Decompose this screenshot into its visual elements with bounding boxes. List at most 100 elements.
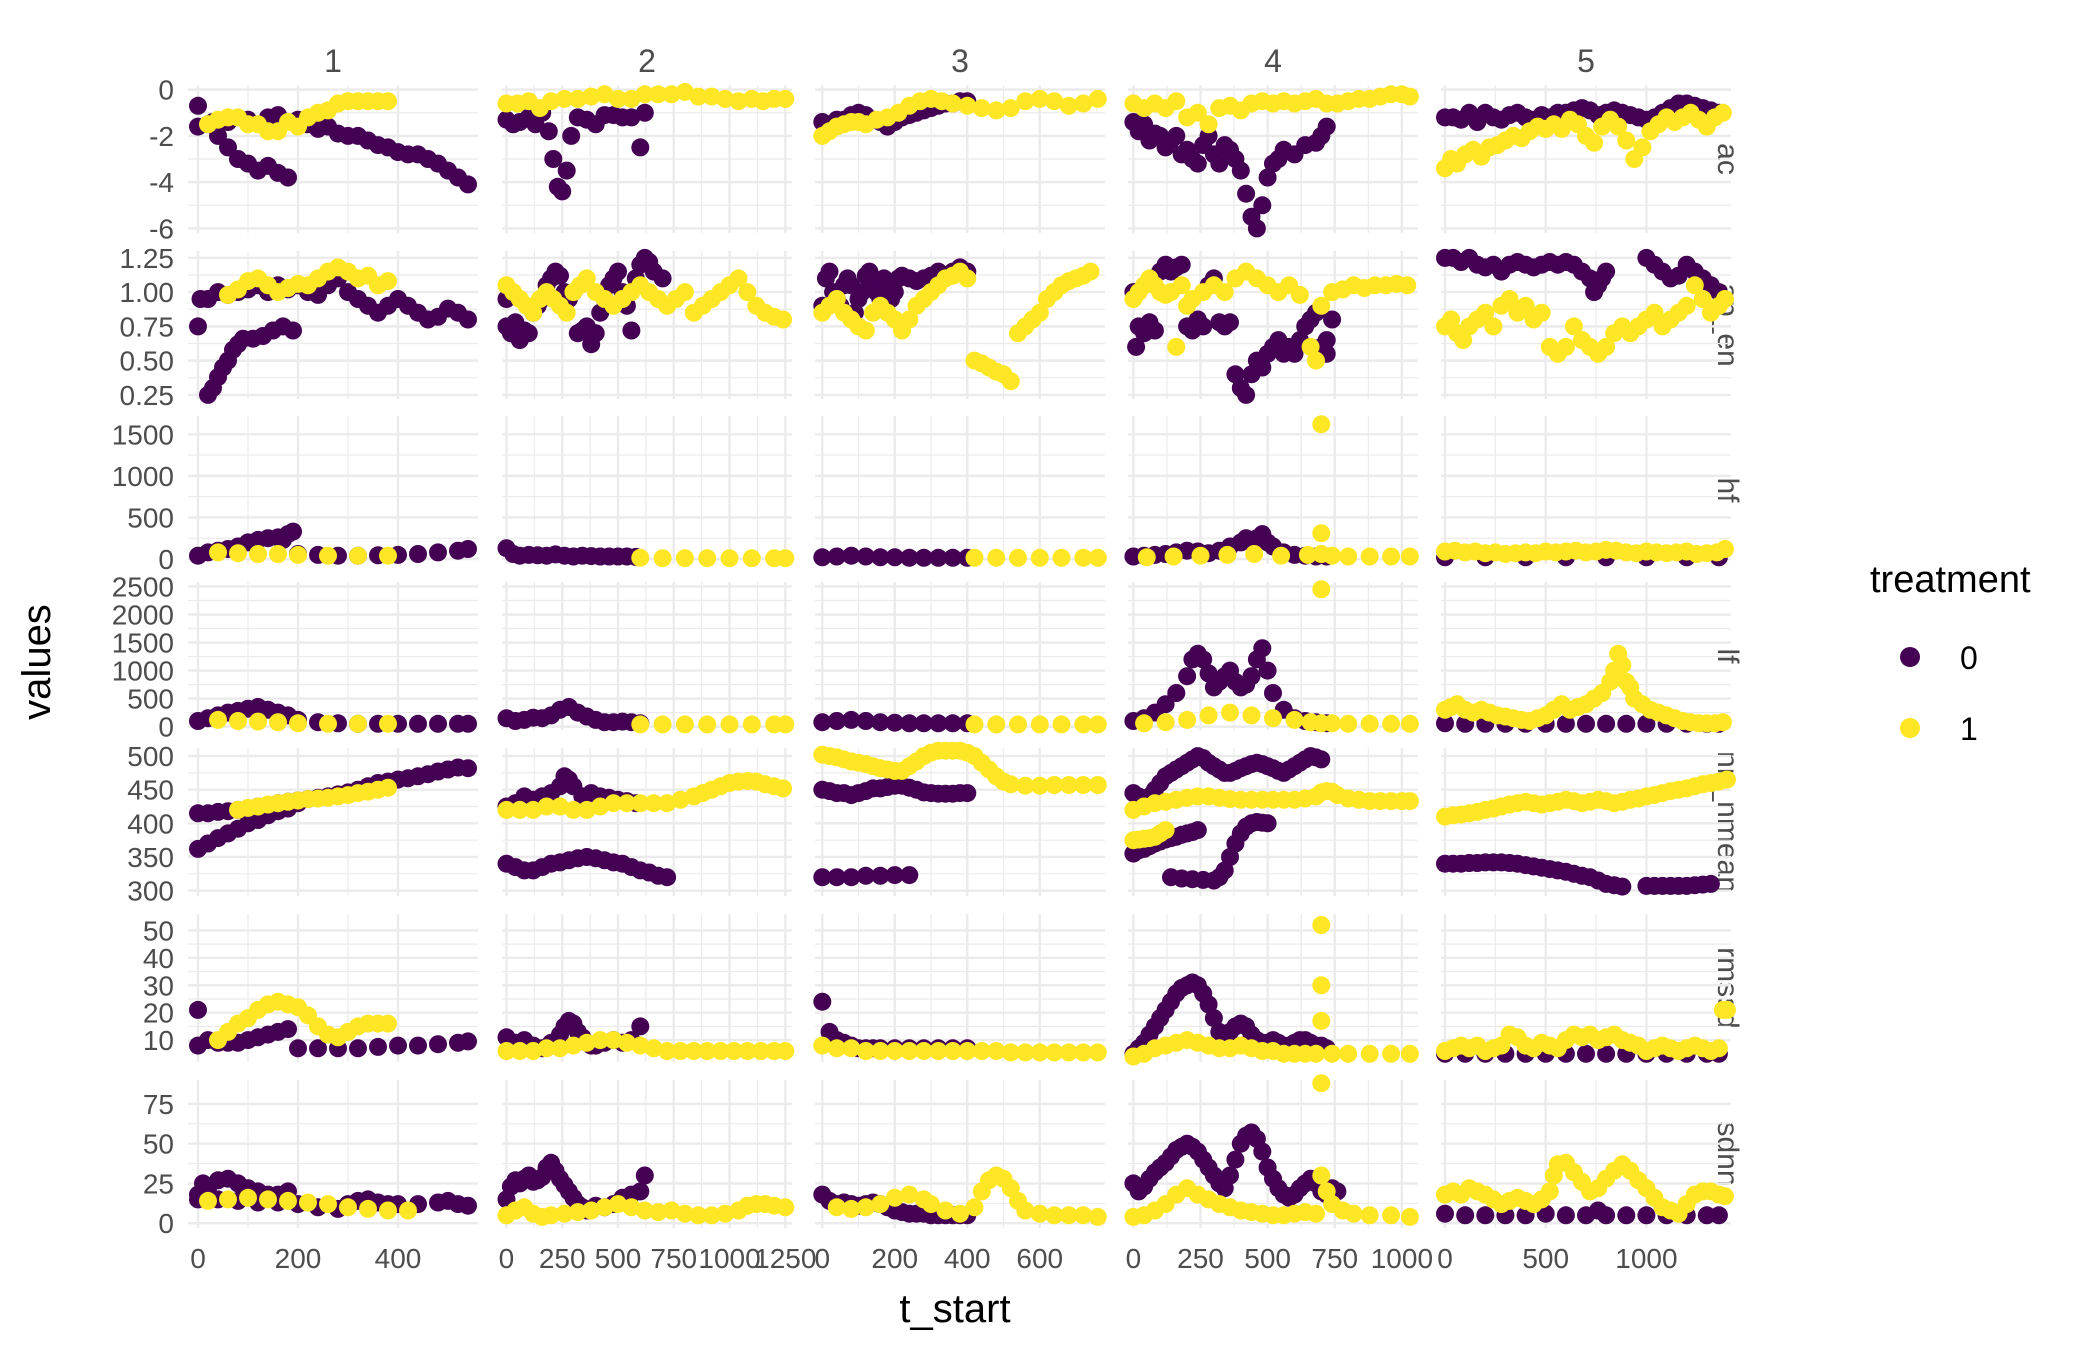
data-point [856,866,875,885]
series-treatment-0 [1124,747,1331,890]
x-tick-label: 400 [375,1243,422,1274]
data-point [738,283,757,302]
data-point [524,1042,543,1060]
data-point [557,303,576,322]
legend: treatment 0 1 [1870,559,2031,747]
facet-column-label: 4 [1264,43,1282,79]
data-point [1556,1206,1575,1225]
data-point [689,87,708,106]
data-point [1516,296,1535,315]
data-point [1532,303,1551,322]
data-point [604,1031,623,1050]
data-point [1218,545,1237,564]
data-point [359,1199,377,1218]
data-point [972,99,991,118]
data-point [842,1199,861,1218]
data-point [269,713,287,732]
data-point [1210,154,1229,173]
data-point [1484,317,1503,336]
data-point [1204,1009,1223,1028]
data-point [189,1000,207,1019]
data-point [279,1191,297,1210]
data-point [1030,303,1049,322]
data-point [1074,715,1093,734]
data-point [1030,1043,1049,1062]
data-point [1617,714,1636,733]
data-point [379,778,397,797]
data-point [1323,310,1342,329]
facet-column-label: 1 [324,43,342,79]
data-point [591,303,610,322]
data-point [1400,87,1419,106]
data-point [1701,874,1720,893]
data-point [1137,548,1156,567]
data-point [972,1042,991,1060]
data-point [1709,1039,1728,1058]
data-point [958,269,977,288]
data-point [259,1190,277,1209]
legend-label-treatment-1: 1 [1960,711,1978,747]
data-point [1178,667,1197,686]
data-point [609,262,627,281]
data-point [1172,276,1191,295]
series-treatment-1 [209,543,397,565]
data-point [1285,344,1304,363]
series-treatment-1 [813,89,1107,145]
data-point [1312,580,1331,599]
data-point [914,1042,933,1060]
data-point [622,321,641,340]
data-point [1577,1044,1595,1063]
series-treatment-0 [1436,248,1728,302]
data-point [885,548,904,567]
data-point [827,868,846,887]
data-point [379,92,397,111]
data-point [827,712,846,730]
data-point [842,710,861,729]
data-point [1360,547,1379,566]
data-point [929,548,948,567]
data-point [349,1039,367,1058]
data-point [1059,1206,1078,1225]
data-point [1290,285,1309,304]
x-tick-label: 250 [1177,1243,1224,1274]
data-point [776,1198,795,1217]
y-tick-label: 1000 [112,656,174,687]
data-point [827,547,846,566]
data-point [519,324,538,343]
data-point [1074,548,1093,567]
data-point [459,1196,477,1215]
data-point [644,794,663,813]
data-point [1237,385,1256,404]
facet-row-label-group: sdnn [1711,1121,1744,1186]
data-point [1253,358,1272,377]
data-point [698,1042,717,1060]
data-point [813,868,832,887]
data-point [1500,290,1519,308]
data-point [1059,1043,1078,1062]
data-point [1716,540,1734,558]
legend-title: treatment [1870,559,2031,601]
data-point [1633,138,1652,157]
data-point [742,715,761,734]
y-tick-label: 50 [143,915,174,946]
data-point [1045,92,1064,111]
data-point [1718,770,1736,789]
series-treatment-1 [1436,1000,1736,1060]
data-point [1637,1206,1656,1225]
data-point [1191,546,1210,565]
data-point [1597,337,1616,356]
data-point [284,522,302,541]
data-point [568,89,587,108]
facet-panel [815,416,1105,564]
data-point [617,1033,636,1052]
data-point [776,549,795,568]
data-point [1301,337,1320,356]
data-point [842,546,861,565]
series-treatment-1 [1436,540,1734,563]
data-point [1081,262,1100,281]
data-point [1637,714,1656,733]
facet-row-label: sdnn [1711,1121,1744,1186]
series-treatment-0 [1124,255,1342,404]
data-point [591,1031,610,1050]
